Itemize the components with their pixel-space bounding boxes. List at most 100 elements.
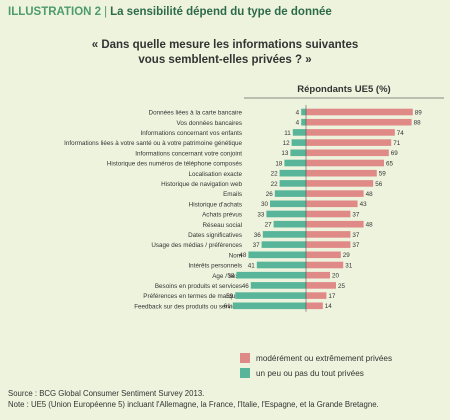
note-line: Note : UE5 (Union Européenne 5) incluant…: [8, 400, 379, 409]
data-label-private: 59: [379, 171, 387, 178]
data-label-private: 48: [366, 191, 374, 198]
data-label-not-private: 12: [283, 140, 291, 147]
category-label: Feedback sur des produits ou services: [134, 303, 242, 310]
category-label: Emails: [223, 191, 242, 198]
question-line-2: vous semblent-elles privées ? »: [138, 54, 312, 66]
data-label-private: 48: [366, 222, 374, 229]
bar-not-private: [301, 108, 306, 116]
bar-not-private: [290, 149, 306, 157]
category-label: Réseau social: [202, 222, 242, 229]
bar-private: [306, 139, 392, 146]
data-label-not-private: 58: [227, 273, 235, 280]
bar-not-private: [274, 190, 306, 197]
data-label-not-private: 37: [253, 242, 261, 249]
data-label-private: 71: [393, 140, 401, 147]
category-label: Vos données bancaires: [177, 120, 242, 127]
bar-not-private: [232, 302, 306, 310]
category-label: Besoins en produits et services: [155, 283, 242, 290]
bar-private: [306, 108, 413, 116]
category-label: Historique de navigation web: [161, 181, 242, 188]
legend-swatch-not-private: [240, 368, 250, 378]
illustration-title: La sensibilité dépend du type de donnée: [110, 6, 332, 18]
category-label: Données liées à la carte bancaire: [149, 110, 243, 117]
category-label: Informations concernant votre conjoint: [135, 150, 242, 157]
bar-not-private: [236, 271, 306, 279]
data-label-private: 37: [352, 242, 360, 249]
category-label: Historique des numéros de téléphone comp…: [107, 161, 242, 168]
bar-private: [306, 241, 351, 248]
category-label: Informations concernant vos enfants: [140, 130, 242, 137]
bar-not-private: [284, 159, 306, 167]
bar-not-private: [248, 251, 306, 259]
data-label-private: 31: [345, 262, 353, 269]
bar-not-private: [279, 180, 306, 187]
category-label: Achats prévus: [202, 212, 242, 219]
bar-not-private: [261, 241, 306, 248]
source-note: Source : BCG Global Consumer Sentiment S…: [8, 388, 379, 410]
bar-private: [306, 282, 336, 289]
bar-not-private: [291, 139, 306, 146]
category-label: Historique d'achats: [189, 201, 242, 208]
data-label-private: 69: [391, 150, 399, 157]
data-label-private: 89: [415, 109, 423, 116]
data-label-not-private: 26: [266, 191, 274, 198]
data-label-not-private: 36: [254, 232, 262, 239]
data-label-private: 37: [352, 211, 360, 218]
data-label-not-private: 11: [284, 130, 291, 137]
data-label-not-private: 46: [242, 283, 250, 290]
data-label-not-private: 30: [261, 201, 269, 208]
survey-question: « Dans quelle mesure les informations su…: [0, 38, 450, 68]
data-label-not-private: 61: [224, 303, 232, 310]
category-label: Intérêts personnels: [188, 263, 242, 270]
data-label-not-private: 4: [296, 109, 300, 116]
data-label-private: 29: [343, 252, 351, 259]
bar-not-private: [279, 169, 306, 177]
bar-private: [306, 129, 395, 136]
category-label: Informations liées à votre santé ou à vo…: [64, 140, 242, 147]
bar-not-private: [250, 282, 306, 289]
category-label: Nom: [229, 252, 242, 259]
legend-label-private: modérément ou extrêmement privées: [256, 354, 392, 363]
bar-private: [306, 190, 364, 197]
data-label-private: 56: [375, 181, 383, 188]
legend-swatch-private: [240, 353, 250, 363]
bar-not-private: [273, 220, 306, 228]
bar-private: [306, 271, 330, 279]
bar-private: [306, 261, 344, 269]
data-label-not-private: 22: [271, 171, 279, 178]
bar-not-private: [262, 231, 306, 238]
bar-private: [306, 220, 364, 228]
data-label-not-private: 18: [275, 160, 283, 167]
data-label-not-private: 4: [296, 120, 300, 127]
bar-not-private: [235, 292, 306, 299]
bar-private: [306, 200, 358, 208]
data-label-private: 17: [328, 293, 336, 300]
bar-private: [306, 302, 323, 310]
bar-private: [306, 292, 327, 299]
bar-private: [306, 180, 374, 187]
bar-private: [306, 118, 412, 126]
bar-not-private: [301, 118, 306, 126]
data-label-not-private: 41: [248, 262, 256, 269]
bar-private: [306, 231, 351, 238]
bar-private: [306, 251, 341, 259]
data-label-not-private: 33: [257, 211, 265, 218]
category-label: Localisation exacte: [188, 171, 242, 178]
bar-not-private: [292, 129, 306, 136]
legend-label-not-private: un peu ou pas du tout privées: [256, 369, 364, 378]
data-label-private: 25: [338, 283, 346, 290]
bar-not-private: [270, 200, 306, 208]
category-label: Usage des médias / préférences: [151, 242, 242, 249]
bar-private: [306, 149, 389, 157]
source-line: Source : BCG Global Consumer Sentiment S…: [8, 389, 205, 398]
data-label-private: 20: [332, 273, 340, 280]
question-line-1: « Dans quelle mesure les informations su…: [91, 39, 359, 51]
category-label: Dates significatives: [188, 232, 242, 239]
bar-not-private: [256, 261, 306, 269]
data-label-not-private: 22: [271, 181, 279, 188]
data-label-private: 37: [352, 232, 360, 239]
category-label: Préférences en termes de marques: [143, 293, 242, 300]
category-label: Age / sexe: [212, 273, 242, 280]
data-label-not-private: 27: [265, 222, 273, 229]
data-label-not-private: 59: [226, 293, 234, 300]
